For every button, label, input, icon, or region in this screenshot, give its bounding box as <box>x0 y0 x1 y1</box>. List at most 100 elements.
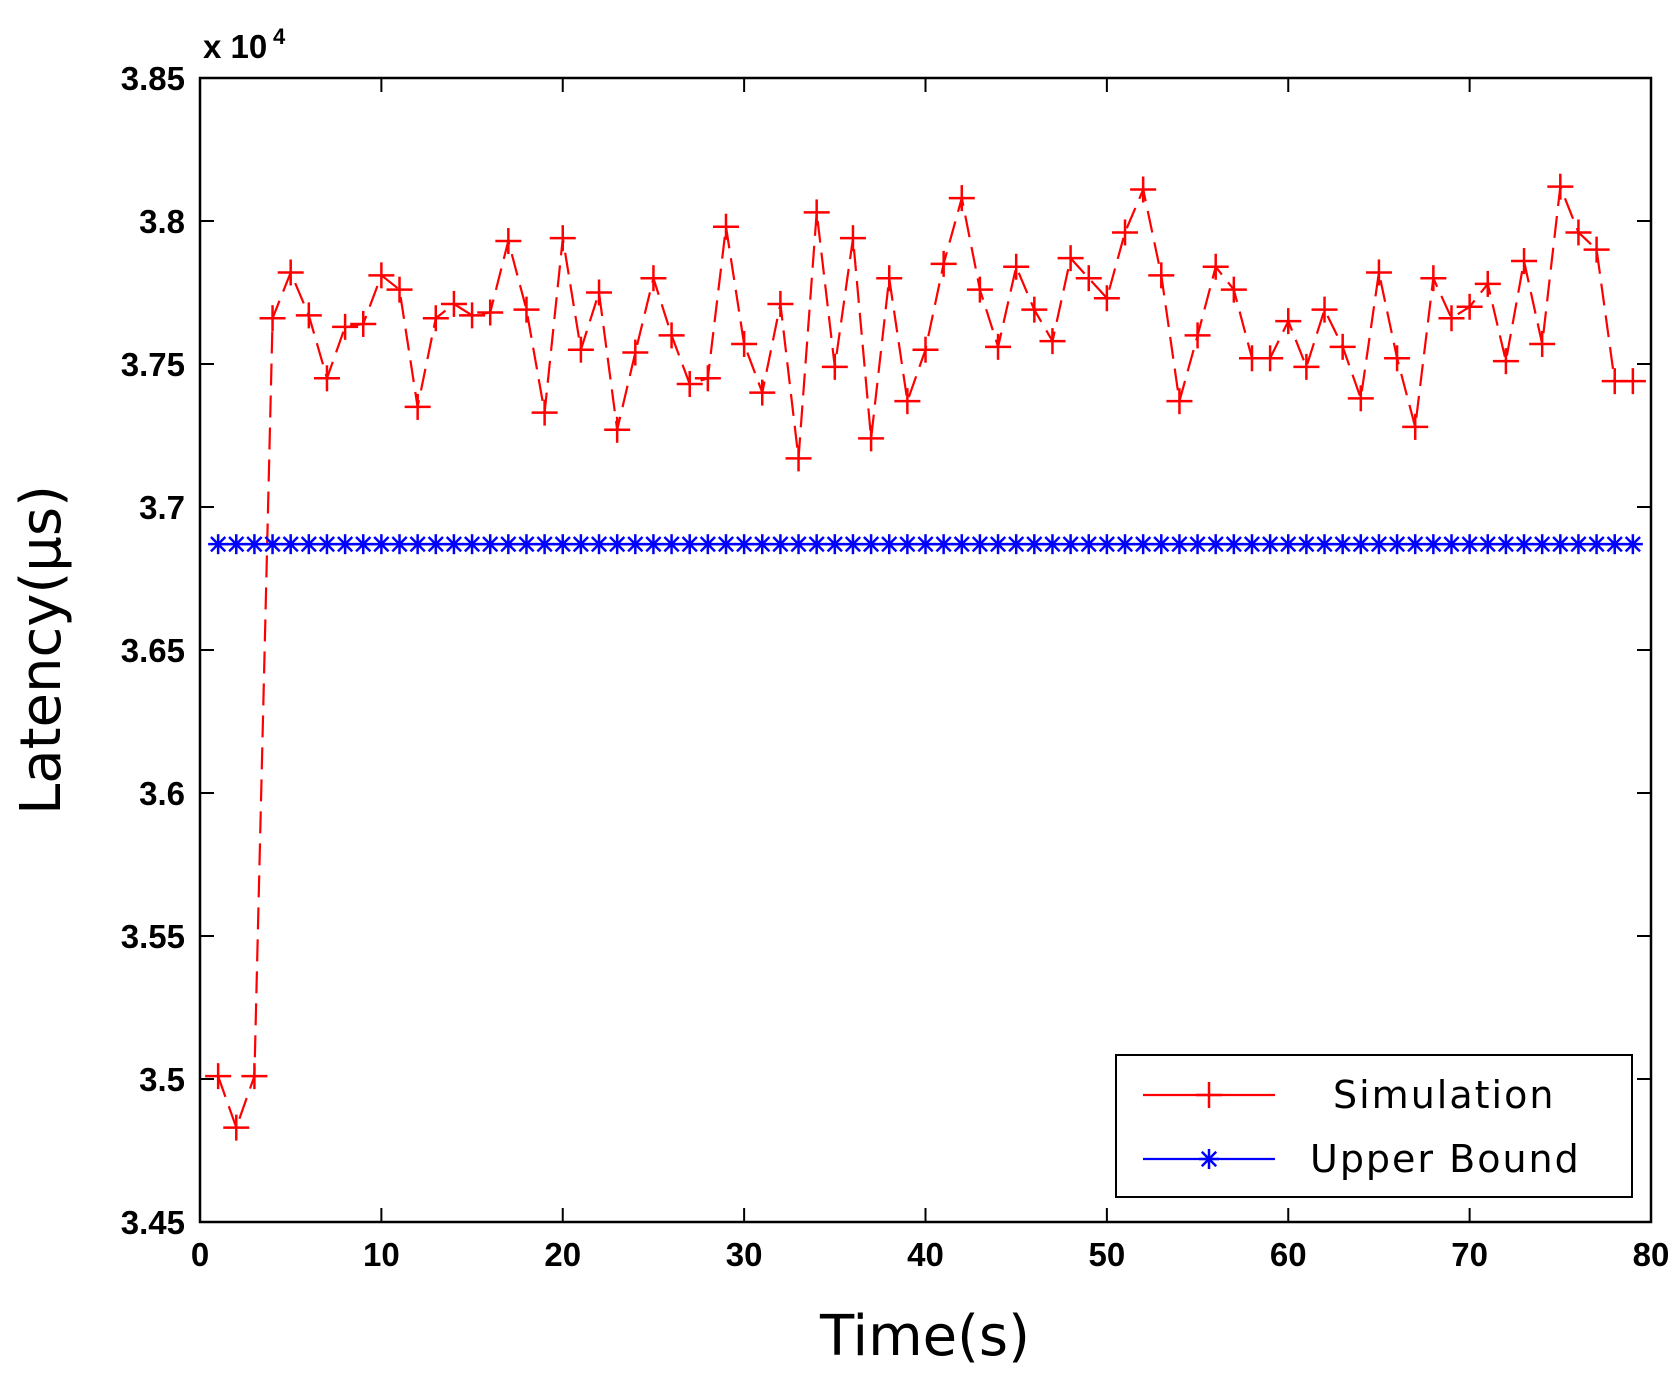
data-point-simulation <box>1130 176 1157 203</box>
marker-d2 <box>210 536 227 553</box>
data-point-upper-bound <box>280 534 301 555</box>
marker-d2 <box>1044 536 1061 553</box>
marker-d2 <box>554 536 571 553</box>
data-point-upper-bound <box>1169 534 1190 555</box>
marker-d2 <box>1588 536 1605 553</box>
marker-d2 <box>881 536 898 553</box>
data-point-upper-bound <box>1604 534 1625 555</box>
marker-d2 <box>1479 536 1496 553</box>
data-point-simulation <box>549 225 576 252</box>
data-point-simulation <box>241 1063 268 1090</box>
marker-d2 <box>1316 536 1333 553</box>
data-point-upper-bound <box>298 534 319 555</box>
data-point-simulation <box>1311 296 1338 323</box>
x-tick-label: 20 <box>544 1236 581 1273</box>
marker-d2 <box>391 536 408 553</box>
data-point-simulation <box>658 322 685 349</box>
data-point-simulation <box>386 276 413 303</box>
marker-d2 <box>264 536 281 553</box>
marker-d2 <box>1570 536 1587 553</box>
data-point-upper-bound <box>316 534 337 555</box>
marker-d2 <box>1225 536 1242 553</box>
data-point-upper-bound <box>770 534 791 555</box>
data-point-simulation <box>277 259 304 286</box>
data-point-upper-bound <box>1241 534 1262 555</box>
data-point-simulation <box>350 310 377 337</box>
data-point-upper-bound <box>643 534 664 555</box>
marker-d2 <box>246 536 263 553</box>
marker-d2 <box>1243 536 1261 553</box>
marker-d2 <box>500 536 517 553</box>
data-point-upper-bound <box>1586 534 1607 555</box>
data-point-simulation <box>1547 173 1574 200</box>
data-point-upper-bound <box>1387 534 1408 555</box>
marker-d2 <box>1080 536 1097 553</box>
data-point-simulation <box>876 265 903 292</box>
marker-d2 <box>300 536 317 553</box>
legend-box <box>1115 1054 1633 1198</box>
marker-d2 <box>1334 536 1351 553</box>
data-point-simulation <box>1529 330 1556 357</box>
data-point-upper-bound <box>1133 534 1154 555</box>
data-point-upper-bound <box>1350 534 1371 555</box>
marker-d2 <box>1624 536 1641 553</box>
marker-d2 <box>536 536 553 553</box>
marker-d2 <box>445 536 463 553</box>
x-tick-label: 0 <box>191 1236 209 1273</box>
data-point-simulation <box>567 336 594 363</box>
data-point-simulation <box>477 299 504 326</box>
data-point-simulation <box>1220 276 1247 303</box>
data-point-simulation <box>966 276 993 303</box>
data-point-simulation <box>459 302 486 329</box>
data-point-simulation <box>1148 262 1175 289</box>
data-point-upper-bound <box>1278 534 1299 555</box>
data-point-simulation <box>1329 333 1356 360</box>
data-point-upper-bound <box>879 534 900 555</box>
data-point-simulation <box>1202 253 1229 280</box>
data-point-simulation <box>531 399 558 426</box>
marker-d2 <box>1461 536 1478 553</box>
marker-d2 <box>663 536 680 553</box>
y-tick-label: 3.8 <box>139 203 185 240</box>
marker-d2 <box>1497 536 1514 553</box>
data-point-simulation <box>1402 413 1429 440</box>
data-point-simulation <box>1093 285 1120 312</box>
data-point-upper-bound <box>353 534 374 555</box>
marker-d2 <box>772 536 789 553</box>
data-point-simulation <box>295 302 322 329</box>
data-point-upper-bound <box>262 534 283 555</box>
y-multiplier-label: x 10 <box>203 28 267 65</box>
data-point-upper-bound <box>1151 534 1172 555</box>
data-point-upper-bound <box>1314 534 1335 555</box>
marker-d2 <box>518 536 535 553</box>
marker-d2 <box>1171 536 1188 553</box>
marker-d2 <box>1388 536 1406 553</box>
data-point-upper-bound <box>1495 534 1516 555</box>
marker-d2 <box>645 536 662 553</box>
marker-d2 <box>1552 536 1569 553</box>
data-point-simulation <box>513 296 540 323</box>
marker-d2 <box>427 536 444 553</box>
data-point-upper-bound <box>734 534 755 555</box>
data-point-simulation <box>1166 388 1193 415</box>
data-point-upper-bound <box>951 534 972 555</box>
legend-label-simulation: Simulation <box>1333 1073 1555 1117</box>
data-point-simulation <box>1492 348 1519 375</box>
marker-d2 <box>1207 536 1224 553</box>
y-tick-label: 3.6 <box>139 775 185 812</box>
data-point-upper-bound <box>1550 534 1571 555</box>
data-point-simulation <box>894 388 921 415</box>
data-point-simulation <box>858 425 885 452</box>
data-point-upper-bound <box>1187 534 1208 555</box>
marker-d2 <box>1008 536 1025 553</box>
data-point-simulation <box>440 290 467 317</box>
marker-d2 <box>572 536 589 553</box>
data-point-upper-bound <box>371 534 392 555</box>
data-point-simulation <box>731 330 758 357</box>
data-point-simulation <box>1347 385 1374 412</box>
data-point-simulation <box>1184 322 1211 349</box>
data-point-upper-bound <box>625 534 646 555</box>
data-point-simulation <box>404 393 431 420</box>
data-point-upper-bound <box>1205 534 1226 555</box>
data-point-upper-bound <box>1078 534 1099 555</box>
